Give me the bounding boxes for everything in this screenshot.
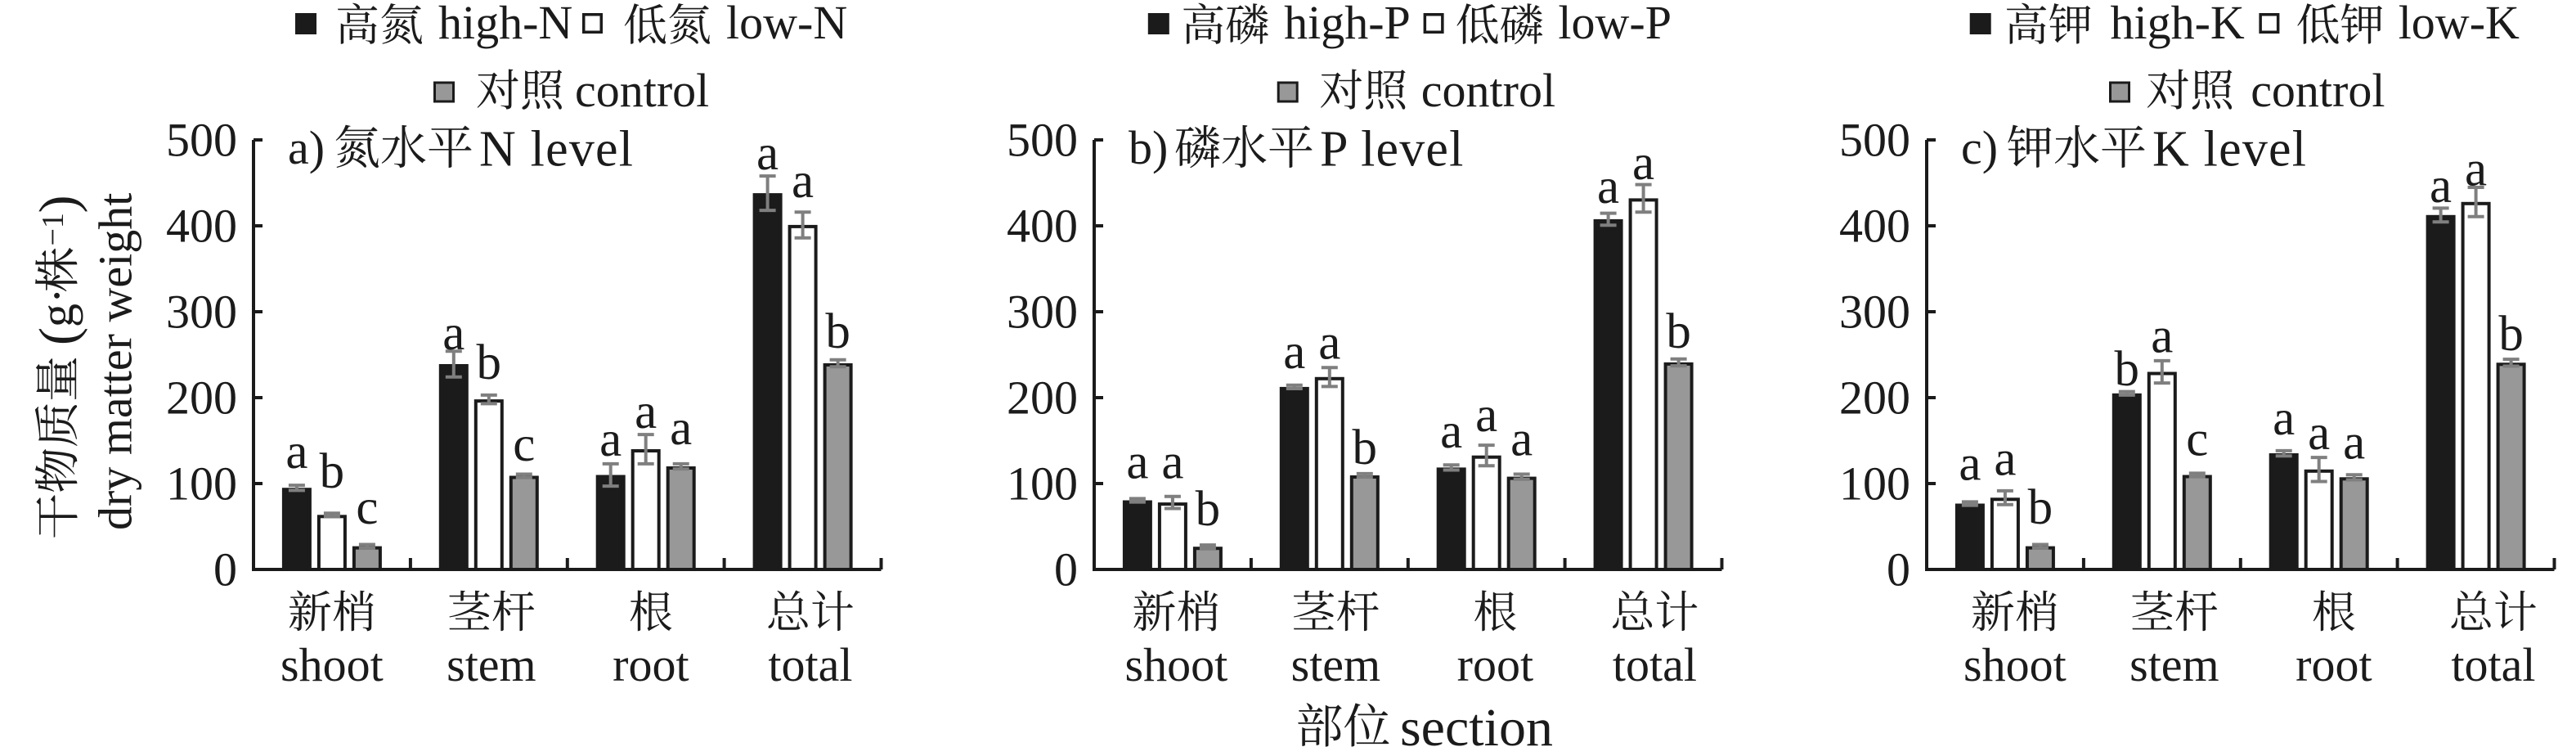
svg-text:a: a bbox=[2465, 142, 2487, 196]
svg-text:section: section bbox=[1400, 698, 1553, 756]
svg-text:200: 200 bbox=[1839, 371, 1910, 425]
svg-text:b): b) bbox=[1129, 121, 1168, 174]
svg-text:total: total bbox=[2451, 638, 2535, 691]
svg-text:low-N: low-N bbox=[726, 0, 847, 49]
svg-text:a: a bbox=[2273, 391, 2295, 446]
svg-text:200: 200 bbox=[166, 371, 237, 425]
svg-text:b: b bbox=[2115, 342, 2140, 397]
svg-text:): ) bbox=[29, 196, 88, 214]
svg-text:total: total bbox=[768, 638, 852, 691]
svg-text:low-K: low-K bbox=[2399, 0, 2520, 49]
svg-text:400: 400 bbox=[1007, 200, 1078, 253]
svg-text:shoot: shoot bbox=[1125, 638, 1228, 691]
svg-text:100: 100 bbox=[1839, 457, 1910, 511]
svg-text:500: 500 bbox=[1839, 114, 1910, 167]
svg-text:a: a bbox=[1959, 437, 1981, 492]
svg-text:control: control bbox=[2251, 64, 2385, 117]
svg-text:b: b bbox=[2498, 307, 2524, 362]
svg-text:c: c bbox=[513, 417, 535, 472]
svg-text:−1: −1 bbox=[36, 213, 70, 245]
svg-text:a: a bbox=[1510, 412, 1533, 467]
svg-text:a: a bbox=[792, 154, 814, 209]
svg-text:300: 300 bbox=[1007, 286, 1078, 339]
svg-text:b: b bbox=[1196, 482, 1221, 537]
svg-text:0: 0 bbox=[213, 543, 237, 596]
svg-text:high-K: high-K bbox=[2111, 0, 2245, 49]
svg-text:root: root bbox=[1457, 638, 1533, 691]
svg-text:g·: g· bbox=[30, 288, 83, 327]
svg-text:a: a bbox=[599, 412, 622, 467]
svg-text:total: total bbox=[1613, 638, 1697, 691]
svg-text:root: root bbox=[2296, 638, 2372, 691]
svg-text:a: a bbox=[2430, 159, 2452, 214]
svg-text:a: a bbox=[1440, 404, 1462, 459]
svg-text:P level: P level bbox=[1320, 122, 1465, 178]
svg-text:c: c bbox=[356, 480, 378, 535]
svg-text:a: a bbox=[1597, 160, 1619, 214]
svg-text:300: 300 bbox=[1839, 286, 1910, 339]
svg-text:a: a bbox=[2343, 416, 2365, 470]
svg-text:high-P: high-P bbox=[1284, 0, 1411, 49]
svg-text:control: control bbox=[1421, 64, 1555, 117]
svg-text:b: b bbox=[320, 444, 345, 499]
svg-text:0: 0 bbox=[1887, 543, 1910, 596]
svg-text:400: 400 bbox=[1839, 200, 1910, 253]
svg-text:a: a bbox=[1475, 388, 1497, 443]
svg-text:500: 500 bbox=[1007, 114, 1078, 167]
svg-text:a: a bbox=[2308, 406, 2330, 461]
svg-text:stem: stem bbox=[1291, 638, 1381, 691]
svg-text:0: 0 bbox=[1054, 543, 1078, 596]
svg-text:500: 500 bbox=[166, 114, 237, 167]
svg-text:stem: stem bbox=[447, 638, 536, 691]
svg-text:b: b bbox=[1353, 421, 1378, 475]
svg-text:b: b bbox=[2028, 480, 2053, 535]
svg-text:b: b bbox=[477, 335, 502, 390]
svg-text:root: root bbox=[613, 638, 689, 691]
svg-text:a: a bbox=[670, 401, 692, 456]
svg-text:K level: K level bbox=[2152, 122, 2307, 178]
svg-text:a: a bbox=[1994, 432, 2016, 487]
svg-text:control: control bbox=[575, 64, 709, 117]
svg-text:a: a bbox=[285, 425, 307, 479]
svg-text:a: a bbox=[1283, 325, 1305, 380]
svg-text:c: c bbox=[2186, 412, 2208, 466]
svg-text:a: a bbox=[1318, 316, 1340, 371]
svg-text:dry matter weight: dry matter weight bbox=[89, 193, 142, 530]
svg-text:a: a bbox=[635, 385, 657, 439]
svg-text:100: 100 bbox=[166, 457, 237, 511]
svg-text:high-N: high-N bbox=[438, 0, 572, 49]
svg-text:200: 200 bbox=[1007, 371, 1078, 425]
svg-text:N level: N level bbox=[479, 122, 634, 178]
svg-text:c): c) bbox=[1961, 121, 1998, 174]
svg-text:low-P: low-P bbox=[1558, 0, 1672, 49]
svg-text:300: 300 bbox=[166, 286, 237, 339]
svg-text:a: a bbox=[756, 126, 779, 181]
svg-text:a: a bbox=[1126, 435, 1148, 490]
svg-text:b: b bbox=[825, 304, 850, 359]
svg-text:stem: stem bbox=[2129, 638, 2219, 691]
svg-text:100: 100 bbox=[1007, 457, 1078, 511]
svg-text:shoot: shoot bbox=[280, 638, 384, 691]
svg-text:b: b bbox=[1666, 304, 1691, 359]
svg-text:shoot: shoot bbox=[1963, 638, 2067, 691]
svg-text:a: a bbox=[1632, 136, 1654, 191]
svg-text:a: a bbox=[442, 306, 464, 361]
svg-text:400: 400 bbox=[166, 200, 237, 253]
svg-text:a): a) bbox=[288, 121, 325, 174]
svg-text:a: a bbox=[1161, 435, 1183, 490]
svg-text:(: ( bbox=[29, 327, 88, 345]
svg-text:a: a bbox=[2151, 309, 2173, 364]
